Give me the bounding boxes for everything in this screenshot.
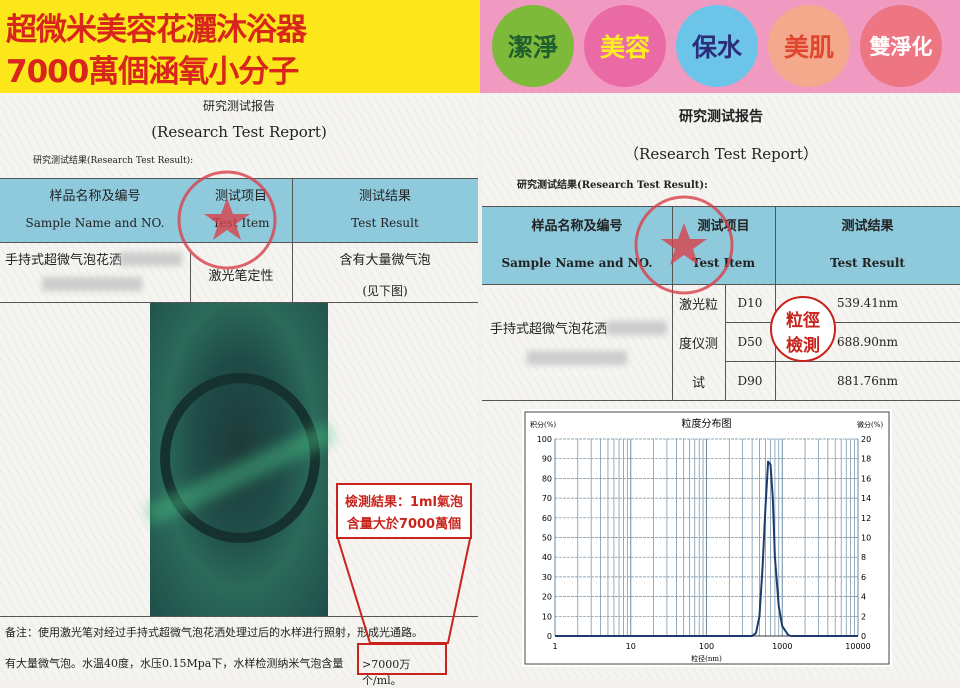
x-tick-label: 10000 [845, 642, 870, 651]
y2-tick-label: 6 [861, 573, 866, 582]
y2-tick-label: 0 [861, 632, 866, 641]
y2-tick-label: 4 [861, 593, 866, 602]
report-title-cn: 研究测试报告 [202, 99, 275, 113]
y-tick-label: 80 [542, 474, 552, 483]
test-item-1: 激光粒 [678, 298, 718, 313]
note-line2: 有大量微气泡。水温40度，水压0.15Mpa下，水样检测纳米气泡含量 [5, 657, 344, 670]
badge-2: 保水 [676, 5, 758, 87]
y-tick-label: 20 [542, 593, 552, 602]
official-seal-icon [177, 170, 277, 270]
particle-size-chart: 0102030405060708090100024681012141618201… [522, 409, 892, 667]
y-tick-label: 30 [542, 573, 552, 582]
left-report: 研究测试报告 (Research Test Report) 研究测试结果(Res… [0, 93, 478, 687]
x-tick-label: 1000 [772, 642, 792, 651]
y-tick-label: 10 [542, 612, 552, 621]
x-tick-label: 100 [699, 642, 714, 651]
y2-tick-label: 16 [861, 474, 871, 483]
header-sample-en: Sample Name and NO. [501, 256, 653, 270]
d50-value: 688.90nm [836, 335, 899, 349]
y2-tick-label: 8 [861, 553, 866, 562]
y-axis-label: 积分(%) [530, 420, 556, 429]
y-tick-label: 70 [542, 494, 552, 503]
header-item-cn: 测试项目 [697, 219, 750, 234]
x-axis-label: 粒径(nm) [691, 654, 722, 663]
y2-tick-label: 10 [861, 534, 871, 543]
d10-label: D10 [737, 296, 763, 310]
y-tick-label: 0 [547, 632, 552, 641]
chart-title: 粒度分布图 [682, 417, 732, 430]
result-callout: 檢測結果：1ml氣泡 含量大於7000萬個 [336, 483, 472, 539]
y2-tick-label: 12 [861, 514, 871, 523]
y2-tick-label: 14 [861, 494, 871, 503]
sample-name: 手持式超微气泡花洒 [490, 322, 608, 337]
y-tick-label: 60 [542, 514, 552, 523]
badge-3: 美肌 [768, 5, 850, 87]
report-title-cn: 研究测试报告 [679, 109, 763, 125]
header-item-en: Test Item [691, 256, 756, 270]
header-result-en: Test Result [351, 216, 419, 230]
note-highlight: >7000万个/ml。 [357, 643, 447, 687]
x-tick-label: 1 [552, 642, 557, 651]
laser-test-photo [144, 303, 336, 616]
feature-badges: 潔淨 美容 保水 美肌 雙淨化 [480, 0, 960, 93]
badge-1: 美容 [584, 5, 666, 87]
d90-value: 881.76nm [836, 374, 899, 388]
d90-label: D90 [737, 374, 763, 388]
x-tick-label: 10 [626, 642, 636, 651]
chart-frame [524, 411, 890, 665]
y2-tick-label: 20 [861, 435, 871, 444]
report-title-en: (Research Test Report) [151, 123, 327, 141]
d50-label: D50 [737, 335, 763, 349]
y-tick-label: 40 [542, 553, 552, 562]
y2-tick-label: 2 [861, 612, 866, 621]
test-result: 含有大量微气泡 [339, 253, 431, 268]
table-header [0, 178, 478, 242]
result-label: 研究测试结果(Research Test Result): [33, 156, 194, 166]
result-label: 研究测试结果(Research Test Result): [517, 180, 708, 191]
d10-value: 539.41nm [836, 296, 899, 310]
header-result-en: Test Result [830, 256, 905, 270]
report-title-en: （Research Test Report） [624, 145, 818, 163]
official-seal-icon [634, 195, 734, 295]
header-result-cn: 测试结果 [841, 219, 894, 234]
y-tick-label: 100 [537, 435, 552, 444]
test-item: 激光笔定性 [208, 269, 274, 284]
header-sample-cn: 样品名称及编号 [531, 219, 623, 234]
header-sample-cn: 样品名称及编号 [49, 189, 141, 204]
table-header [482, 206, 960, 284]
badge-0: 潔淨 [492, 5, 574, 87]
header-result-cn: 测试结果 [358, 189, 411, 204]
test-result-note: (见下图) [362, 284, 408, 298]
y2-axis-label: 微分(%) [857, 420, 883, 429]
product-banner: 超微米美容花灑沐浴器 7000萬個涵氧小分子 [0, 0, 480, 93]
right-report: 研究测试报告 （Research Test Report） 研究测试结果(Res… [482, 93, 960, 679]
y-tick-label: 50 [542, 534, 552, 543]
header-item-cn: 测试项目 [214, 189, 267, 204]
badge-4: 雙淨化 [860, 5, 942, 87]
banner-subtitle: 7000萬個涵氧小分子 [6, 54, 299, 90]
header-sample-en: Sample Name and NO. [25, 216, 165, 230]
test-item-3: 试 [691, 376, 705, 391]
note-line1: 备注：使用激光笔对经过手持式超微气泡花洒处理过后的水样进行照射，形成光通路。 [5, 626, 423, 639]
sample-name: 手持式超微气泡花洒 [5, 253, 123, 268]
y2-tick-label: 18 [861, 455, 871, 464]
y-tick-label: 90 [542, 455, 552, 464]
differential-curve-0 [555, 460, 858, 637]
banner-title: 超微米美容花灑沐浴器 [6, 12, 307, 48]
particle-size-stamp: 粒徑 檢測 [770, 296, 836, 362]
test-item-2: 度仪测 [678, 337, 718, 352]
